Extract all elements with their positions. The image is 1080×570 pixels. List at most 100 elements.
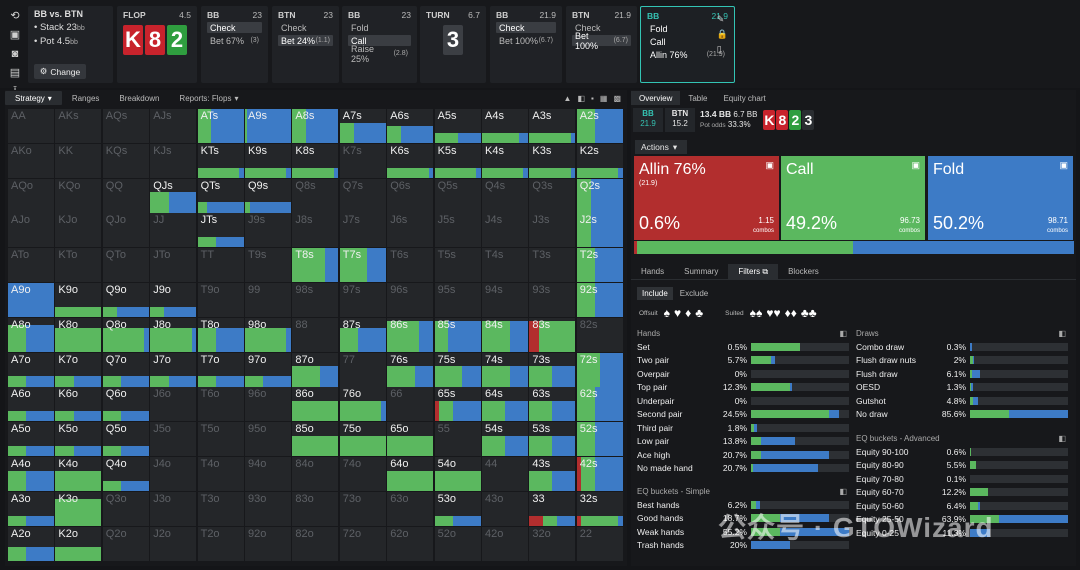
exclude-button[interactable]: Exclude xyxy=(679,289,709,298)
hand-cell[interactable]: 63o xyxy=(387,491,434,526)
street-action[interactable]: Bet 67% (3) xyxy=(207,35,262,46)
action-box[interactable]: Allin 76% (21.9) 0.6% 1.15 combos ▣ xyxy=(634,156,779,240)
hand-cell[interactable]: AQo xyxy=(8,178,54,213)
hand-cell[interactable]: AJs xyxy=(150,109,197,143)
street-action[interactable]: Call xyxy=(348,35,411,46)
hand-cell[interactable]: 65o xyxy=(387,422,434,457)
hand-cell[interactable]: ATo xyxy=(8,248,54,283)
hand-cell[interactable]: QQ xyxy=(102,178,149,213)
tab-reports[interactable]: Reports: Flops ▾ xyxy=(179,93,239,103)
club-icon[interactable]: ♣ xyxy=(695,306,704,320)
hand-cell[interactable]: A6o xyxy=(8,387,54,422)
hand-cell[interactable]: T8o xyxy=(197,317,244,352)
hand-cell[interactable]: A9o xyxy=(8,283,54,317)
hand-cell[interactable]: KTs xyxy=(197,143,244,178)
filter-row[interactable]: Set 0.5% xyxy=(637,340,849,354)
hand-cell[interactable]: A3o xyxy=(8,491,54,526)
grid-large-icon[interactable]: ▩ xyxy=(613,93,621,103)
hand-cell[interactable]: J7o xyxy=(150,352,197,387)
street-action[interactable]: Check xyxy=(572,22,631,33)
hand-cell[interactable]: Q5s xyxy=(434,178,481,213)
hand-cell[interactable]: T8s xyxy=(292,248,339,283)
filter-row[interactable]: Equity 80-90 5.5% xyxy=(856,459,1068,473)
hand-cell[interactable]: Q2o xyxy=(102,526,149,561)
print-icon[interactable]: ▤ xyxy=(9,67,21,79)
hand-cell[interactable]: 76s xyxy=(387,352,434,387)
hand-cell[interactable]: K7s xyxy=(339,143,386,178)
hand-cell[interactable]: K8s xyxy=(292,143,339,178)
hand-cell[interactable]: 94o xyxy=(245,457,291,491)
hand-cell[interactable]: 54o xyxy=(434,457,481,491)
street-bb-1[interactable]: BB 23 Check Bet 67% (3) xyxy=(201,6,268,83)
tab-overview[interactable]: Overview xyxy=(631,91,681,105)
street-bb-7[interactable]: BB 21.9 Fold Call Allin 76% (21.9) ✎ 🔒 ▯ xyxy=(640,6,735,83)
hand-cell[interactable]: 95s xyxy=(434,283,481,317)
hand-cell[interactable]: T5o xyxy=(197,422,244,457)
filter-row[interactable]: Second pair 24.5% xyxy=(637,408,849,422)
hand-cell[interactable]: 52s xyxy=(576,422,623,457)
hand-cell[interactable]: T4o xyxy=(197,457,244,491)
hand-cell[interactable]: A3s xyxy=(529,109,576,143)
hand-cell[interactable]: 97s xyxy=(339,283,386,317)
street-action[interactable]: Check xyxy=(207,22,262,33)
hand-cell[interactable]: 83s xyxy=(529,317,576,352)
diamond-pair-icon[interactable]: ♦♦ xyxy=(784,306,797,320)
hand-cell[interactable]: 83o xyxy=(292,491,339,526)
street-bb-5[interactable]: BB 21.9 Check Bet 100% (6.7) xyxy=(490,6,562,83)
hand-cell[interactable]: K4o xyxy=(55,457,102,491)
hand-cell[interactable]: T4s xyxy=(482,248,528,283)
hand-cell[interactable]: 86s xyxy=(387,317,434,352)
hand-cell[interactable]: 75s xyxy=(434,352,481,387)
hand-cell[interactable]: Q7s xyxy=(339,178,386,213)
tab-equity-chart[interactable]: Equity chart xyxy=(723,93,766,103)
hand-cell[interactable]: Q8o xyxy=(102,317,149,352)
hand-cell[interactable]: AJo xyxy=(8,213,54,248)
hand-cell[interactable]: Q4o xyxy=(102,457,149,491)
hand-cell[interactable]: J9s xyxy=(245,213,291,248)
hand-cell[interactable]: 92o xyxy=(245,526,291,561)
hand-cell[interactable]: 98s xyxy=(292,283,339,317)
action-box[interactable]: Call 49.2% 96.73 combos ▣ xyxy=(781,156,925,240)
hand-cell[interactable]: J8s xyxy=(292,213,339,248)
hand-cell[interactable]: 62s xyxy=(576,387,623,422)
hand-cell[interactable]: A5s xyxy=(434,109,481,143)
filter-row[interactable]: Low pair 13.8% xyxy=(637,435,849,449)
filter-row[interactable]: Equity 90-100 0.6% xyxy=(856,445,1068,459)
street-turn-4[interactable]: TURN 6.7 3 xyxy=(420,6,486,83)
hand-cell[interactable]: T6s xyxy=(387,248,434,283)
hand-cell[interactable]: A7s xyxy=(339,109,386,143)
hand-cell[interactable]: T9s xyxy=(245,248,291,283)
filter-row[interactable]: Two pair 5.7% xyxy=(637,354,849,368)
hand-cell[interactable]: KK xyxy=(55,143,102,178)
tab-strategy[interactable]: Strategy ▾ xyxy=(5,91,62,105)
street-btn-6[interactable]: BTN 21.9 Check Bet 100% (6.7) xyxy=(566,6,637,83)
game-icon[interactable]: ◙ xyxy=(11,47,19,60)
filter-row[interactable]: Combo draw 0.3% xyxy=(856,340,1068,354)
street-btn-2[interactable]: BTN 23 Check Bet 24% (1.1) xyxy=(272,6,339,83)
lock-icon[interactable]: 🔒 xyxy=(716,29,728,39)
hand-cell[interactable]: 84s xyxy=(482,317,528,352)
hand-cell[interactable]: T2o xyxy=(197,526,244,561)
hand-cell[interactable]: 75o xyxy=(339,422,386,457)
collapse-icon[interactable]: ◧ xyxy=(1058,433,1066,443)
heart-icon[interactable]: ♥ xyxy=(674,306,682,320)
filter-row[interactable]: Ace high 20.7% xyxy=(637,448,849,462)
filter-row[interactable]: Gutshot 4.8% xyxy=(856,394,1068,408)
hand-cell[interactable]: A9s xyxy=(245,109,291,143)
hand-cell[interactable]: 84o xyxy=(292,457,339,491)
street-action[interactable]: Fold xyxy=(348,22,411,33)
filter-row[interactable]: No draw 85.6% xyxy=(856,408,1068,422)
hand-cell[interactable]: 53s xyxy=(529,422,576,457)
filter-row[interactable]: Best hands 6.2% xyxy=(637,498,849,512)
hand-cell[interactable]: Q2s xyxy=(576,178,623,213)
save-icon[interactable]: ▣ xyxy=(9,29,21,41)
filter-row[interactable]: Equity 60-70 12.2% xyxy=(856,486,1068,500)
hand-cell[interactable]: K2o xyxy=(55,526,102,561)
hand-cell[interactable]: A4o xyxy=(8,457,54,491)
hand-cell[interactable]: A8o xyxy=(8,317,54,352)
hand-cell[interactable]: J3o xyxy=(150,491,197,526)
hand-cell[interactable]: J6o xyxy=(150,387,197,422)
hand-cell[interactable]: 76o xyxy=(339,387,386,422)
hand-cell[interactable]: K5o xyxy=(55,422,102,457)
filter-row[interactable]: Equity 50-60 6.4% xyxy=(856,499,1068,513)
